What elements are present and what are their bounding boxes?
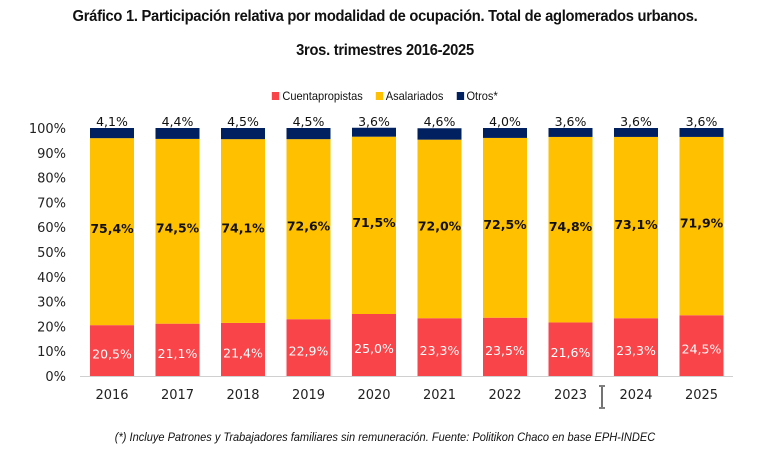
text-cursor-icon — [599, 385, 605, 409]
x-tick-label: 2017 — [161, 388, 194, 403]
y-tick-label: 30% — [37, 296, 66, 311]
x-tick-label: 2021 — [423, 388, 456, 403]
bar-segment-otros — [286, 128, 331, 140]
y-tick-label: 80% — [37, 172, 66, 187]
data-label: 22,9% — [289, 344, 329, 359]
data-label: 75,4% — [90, 221, 134, 236]
legend: Cuentapropistas Asalariados Otros* — [31, 89, 739, 103]
data-label: 4,4% — [162, 114, 194, 129]
x-tick-label: 2016 — [95, 388, 128, 403]
data-label: 20,5% — [92, 347, 132, 362]
bar-segment-otros — [90, 128, 134, 139]
bar-segment-cuentapropistas — [483, 317, 527, 376]
bar-segment-asalariados — [221, 139, 265, 323]
bar-segment-otros — [483, 128, 527, 138]
legend-label: Cuentapropistas — [282, 89, 363, 103]
data-label: 4,1% — [96, 114, 128, 129]
chart-subtitle: 3ros. trimestres 2016-2025 — [296, 42, 474, 59]
x-tick-label: 2020 — [357, 388, 390, 403]
data-label: 21,1% — [158, 346, 198, 361]
bar-segment-cuentapropistas — [417, 318, 462, 376]
y-tick-label: 20% — [37, 320, 66, 335]
data-label: 3,6% — [358, 114, 390, 129]
data-label: 3,6% — [686, 114, 718, 129]
bar-segment-cuentapropistas — [286, 319, 331, 376]
bar-segment-cuentapropistas — [679, 315, 724, 376]
x-tick-label: 2024 — [619, 388, 652, 403]
footnote: (*) Incluye Patrones y Trabajadores fami… — [114, 430, 656, 444]
bar-segment-asalariados — [417, 139, 462, 319]
y-tick-label: 90% — [37, 147, 66, 162]
bar-segment-asalariados — [90, 138, 134, 326]
bar-segment-asalariados — [352, 136, 396, 314]
bar-segment-otros — [614, 128, 658, 137]
bar-segment-cuentapropistas — [221, 322, 265, 376]
data-label: 24,5% — [682, 342, 722, 357]
legend-swatch-cuentapropistas — [272, 92, 280, 100]
data-label: 74,1% — [221, 220, 265, 235]
y-tick-label: 60% — [37, 221, 66, 236]
bar-segment-asalariados — [614, 136, 658, 319]
bar-segment-cuentapropistas — [155, 323, 200, 376]
data-label: 72,6% — [287, 219, 331, 234]
data-label: 3,6% — [555, 114, 587, 129]
bar-segment-otros — [417, 128, 462, 140]
data-label: 21,4% — [223, 345, 263, 360]
legend-swatch-otros — [456, 92, 464, 100]
data-label: 74,5% — [156, 221, 200, 236]
x-tick-label: 2025 — [685, 388, 718, 403]
bar-segment-otros — [679, 128, 724, 137]
x-tick-label: 2023 — [554, 388, 587, 403]
data-label: 3,6% — [620, 114, 652, 129]
legend-label: Otros* — [466, 89, 498, 103]
legend-label: Asalariados — [385, 89, 444, 103]
y-tick-label: 70% — [37, 196, 66, 211]
y-tick-label: 40% — [37, 271, 66, 286]
bar-segment-asalariados — [679, 136, 724, 316]
data-label: 4,6% — [424, 114, 456, 129]
data-label: 73,1% — [614, 217, 658, 232]
data-label: 4,5% — [227, 114, 259, 129]
data-label: 23,5% — [485, 343, 525, 358]
bar-segment-otros — [155, 128, 200, 139]
y-tick-label: 100% — [29, 122, 66, 137]
bar-segment-cuentapropistas — [548, 322, 593, 376]
data-label: 23,3% — [420, 343, 460, 358]
bar-segment-cuentapropistas — [90, 325, 134, 376]
bar-segment-otros — [548, 128, 593, 137]
data-label: 23,3% — [616, 343, 656, 358]
data-label: 71,5% — [352, 215, 396, 230]
legend-item-asalariados: Asalariados — [375, 89, 444, 103]
y-tick-label: 10% — [37, 345, 66, 360]
y-tick-label: 0% — [45, 370, 66, 385]
legend-item-otros: Otros* — [456, 89, 498, 103]
y-tick-label: 50% — [37, 246, 66, 261]
data-label: 4,5% — [293, 114, 325, 129]
data-label: 72,0% — [418, 218, 462, 233]
bar-segment-otros — [352, 127, 396, 137]
data-label: 72,5% — [483, 217, 527, 232]
data-label: 25,0% — [354, 341, 394, 356]
bar-segment-asalariados — [483, 137, 527, 318]
chart-title: Gráfico 1. Participación relativa por mo… — [72, 8, 698, 25]
x-tick-label: 2018 — [226, 388, 259, 403]
bar-segment-otros — [221, 128, 265, 140]
bar-segment-asalariados — [286, 139, 331, 320]
legend-item-cuentapropistas: Cuentapropistas — [272, 89, 363, 103]
bar-segment-asalariados — [548, 136, 593, 323]
data-label: 21,6% — [551, 345, 591, 360]
data-label: 4,0% — [489, 114, 521, 129]
data-label: 74,8% — [549, 219, 593, 234]
bar-segment-asalariados — [155, 138, 200, 324]
bar-segment-cuentapropistas — [614, 318, 658, 376]
x-tick-label: 2019 — [292, 388, 325, 403]
bar-segment-cuentapropistas — [352, 314, 396, 376]
legend-swatch-asalariados — [375, 92, 384, 100]
x-tick-label: 2022 — [488, 388, 521, 403]
data-label: 71,9% — [680, 216, 724, 231]
